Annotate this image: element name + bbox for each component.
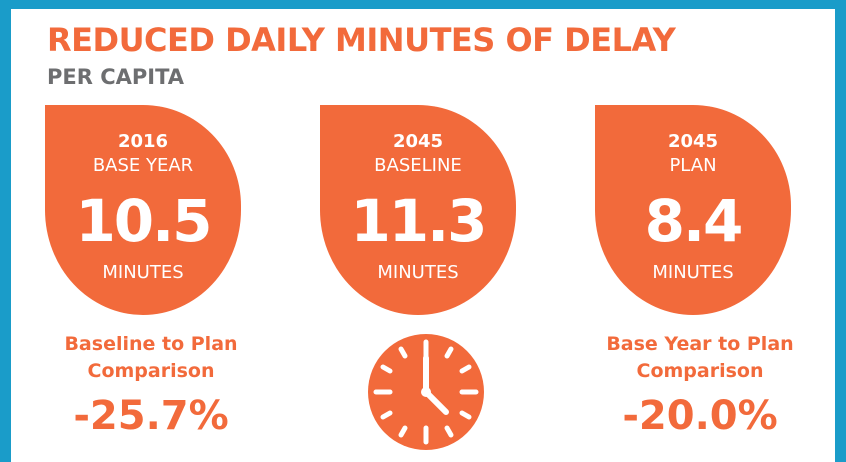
- card-value: 8.4: [644, 187, 744, 255]
- card-unit: MINUTES: [377, 262, 459, 283]
- card-year: 2045: [667, 131, 719, 152]
- card-year: 2016: [117, 131, 169, 152]
- clock-ticks: [373, 339, 479, 445]
- card: 2016 BASE YEAR 10.5 MINUTES: [45, 105, 241, 315]
- card-label: BASE YEAR: [92, 155, 194, 176]
- card-unit: MINUTES: [102, 262, 184, 283]
- card-unit: MINUTES: [652, 262, 734, 283]
- clock-center: [421, 387, 431, 397]
- comparison-label: Comparison: [636, 360, 764, 382]
- card-year: 2045: [392, 131, 444, 152]
- card-label: PLAN: [669, 155, 717, 176]
- subtitle: PER CAPITA: [47, 65, 185, 89]
- comparison: Baseline to Plan Comparison -25.7%: [31, 331, 271, 439]
- card-label: BASELINE: [374, 155, 462, 176]
- comparison-value: -25.7%: [73, 393, 229, 439]
- comparison: Base Year to Plan Comparison -20.0%: [580, 331, 820, 439]
- title: REDUCED DAILY MINUTES OF DELAY: [47, 21, 676, 59]
- comparison-value: -20.0%: [622, 393, 778, 439]
- card-value: 11.3: [350, 187, 487, 255]
- card: 2045 BASELINE 11.3 MINUTES: [320, 105, 516, 315]
- panel: REDUCED DAILY MINUTES OF DELAY PER CAPIT…: [11, 9, 835, 462]
- comparison-label: Base Year to Plan: [606, 333, 794, 355]
- comparison-label: Baseline to Plan: [64, 333, 238, 355]
- card-value: 10.5: [75, 187, 212, 255]
- card: 2045 PLAN 8.4 MINUTES: [595, 105, 791, 315]
- clock-icon: [368, 334, 484, 450]
- comparison-label: Comparison: [87, 360, 215, 382]
